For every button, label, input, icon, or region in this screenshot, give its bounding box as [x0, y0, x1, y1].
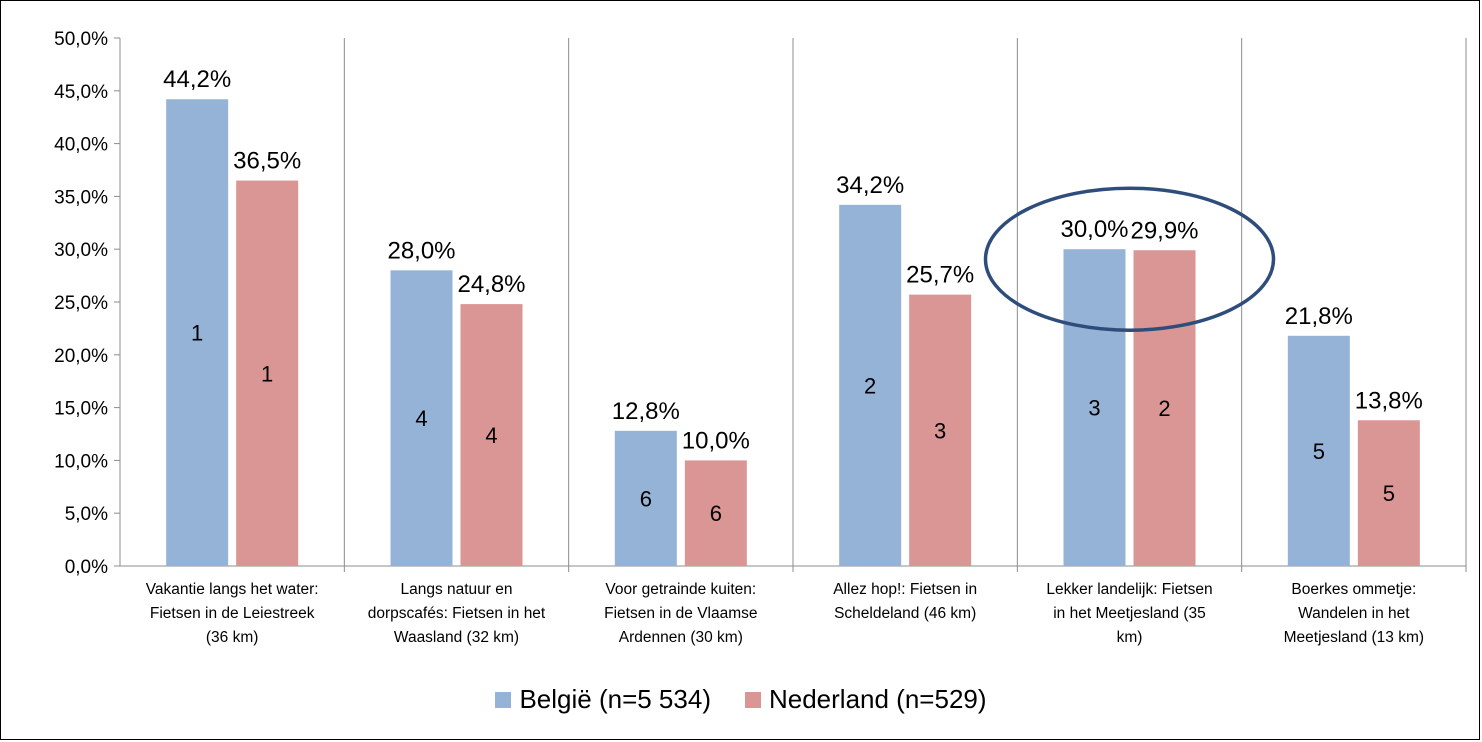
- legend-swatch-nederland: [744, 691, 761, 708]
- data-label-value: 29,9%: [1130, 217, 1198, 244]
- data-label-rank: 3: [934, 418, 946, 443]
- highlight-ellipse: [983, 186, 1276, 332]
- bar-belgie: [390, 270, 453, 566]
- data-label-value: 24,8%: [457, 271, 525, 298]
- data-label-rank: 2: [1158, 396, 1170, 421]
- data-label-value: 13,8%: [1355, 387, 1423, 414]
- x-tick-label: Vakantie langs het water:: [146, 581, 319, 598]
- bar-belgie: [839, 204, 902, 566]
- y-tick-label: 20,0%: [54, 346, 108, 367]
- bar-belgie: [166, 99, 229, 567]
- y-tick-label: 45,0%: [54, 82, 108, 103]
- data-label-value: 25,7%: [906, 262, 974, 289]
- y-tick-label: 0,0%: [65, 557, 108, 578]
- data-label-value: 34,2%: [836, 172, 904, 199]
- y-tick-label: 5,0%: [65, 504, 108, 525]
- x-tick-label: Waasland (32 km): [394, 629, 519, 646]
- bar-nederland: [684, 460, 747, 566]
- legend: België (n=5 534) Nederland (n=529): [0, 684, 1482, 715]
- legend-label-belgie: België (n=5 534): [519, 684, 711, 714]
- x-tick-label: Ardennen (30 km): [619, 629, 743, 646]
- x-tick-label: dorpscafés: Fietsen in het: [368, 605, 546, 622]
- data-label-rank: 5: [1383, 481, 1395, 506]
- x-tick-label: Lekker landelijk: Fietsen: [1046, 581, 1212, 598]
- y-tick-label: 15,0%: [54, 399, 108, 420]
- data-label-value: 30,0%: [1060, 216, 1128, 243]
- data-label-rank: 6: [710, 501, 722, 526]
- legend-item-nederland: Nederland (n=529): [744, 684, 987, 715]
- data-label-rank: 3: [1088, 396, 1100, 421]
- x-tick-label: Meetjesland (13 km): [1284, 629, 1424, 646]
- bar-nederland: [1133, 250, 1196, 567]
- x-tick-label: Scheldeland (46 km): [834, 605, 976, 622]
- y-tick-label: 40,0%: [54, 135, 108, 156]
- x-tick-label: Allez hop!: Fietsen in: [833, 581, 977, 598]
- data-label-value: 36,5%: [233, 148, 301, 175]
- y-tick-label: 30,0%: [54, 240, 108, 261]
- x-tick-label: (36 km): [206, 629, 259, 646]
- bar-nederland: [909, 294, 972, 566]
- x-tick-label: in het Meetjesland (35: [1053, 605, 1206, 622]
- data-label-rank: 4: [415, 406, 427, 431]
- legend-item-belgie: België (n=5 534): [495, 684, 711, 715]
- y-tick-label: 25,0%: [54, 293, 108, 314]
- y-tick-label: 10,0%: [54, 451, 108, 472]
- x-tick-label: km): [1117, 629, 1143, 646]
- bar-nederland: [236, 180, 299, 566]
- legend-swatch-belgie: [495, 691, 512, 708]
- bar-belgie: [1287, 335, 1350, 566]
- data-label-rank: 1: [261, 361, 273, 386]
- data-label-value: 28,0%: [387, 237, 455, 264]
- data-label-value: 10,0%: [682, 427, 750, 454]
- data-label-rank: 4: [485, 423, 497, 448]
- y-tick-label: 50,0%: [54, 29, 108, 50]
- x-tick-label: Fietsen in de Vlaamse: [604, 605, 757, 622]
- data-label-value: 12,8%: [612, 398, 680, 425]
- data-label-rank: 2: [864, 373, 876, 398]
- x-tick-label: Boerkes ommetje:: [1291, 581, 1416, 598]
- bar-belgie: [1063, 249, 1126, 566]
- data-label-rank: 6: [640, 486, 652, 511]
- legend-label-nederland: Nederland (n=529): [768, 684, 987, 714]
- bar-nederland: [460, 304, 523, 566]
- data-label-rank: 5: [1313, 439, 1325, 464]
- x-tick-label: Wandelen in het: [1298, 605, 1410, 622]
- bar-belgie: [614, 430, 677, 566]
- data-label-rank: 1: [191, 321, 203, 346]
- bar-nederland: [1357, 420, 1420, 566]
- data-label-value: 44,2%: [163, 66, 231, 93]
- x-tick-label: Voor getrainde kuiten:: [605, 581, 756, 598]
- y-tick-label: 35,0%: [54, 187, 108, 208]
- x-tick-label: Langs natuur en: [400, 581, 512, 598]
- data-label-value: 21,8%: [1285, 303, 1353, 330]
- x-tick-label: Fietsen in de Leiestreek: [150, 605, 315, 622]
